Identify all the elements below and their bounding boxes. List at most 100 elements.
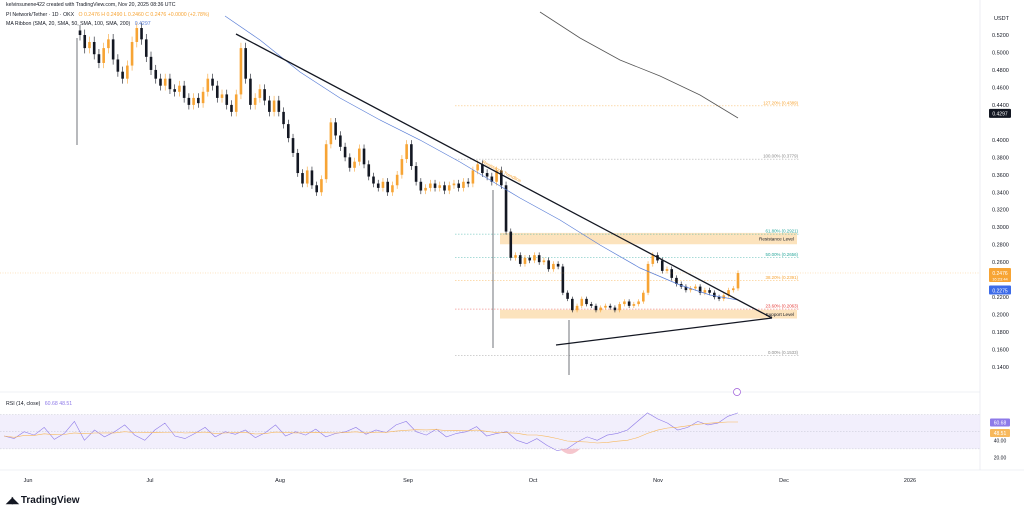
candle-body — [736, 272, 740, 289]
ma200-price-tag-bg — [989, 108, 1011, 118]
candle-body — [528, 257, 532, 261]
resistance-trendline — [235, 33, 773, 319]
candle-body — [149, 56, 153, 70]
candle-body — [731, 288, 735, 291]
candle-body — [334, 122, 337, 136]
y-tick-label: 0.4600 — [992, 85, 1009, 91]
support-trendline — [555, 317, 773, 346]
candle-body — [651, 255, 655, 264]
y-tick-label: 0.3400 — [992, 190, 1009, 196]
rsi-label[interactable]: RSI (14, close) — [6, 401, 41, 407]
candle-body — [343, 146, 347, 158]
candle-body — [713, 292, 716, 298]
y-tick-label: 0.3600 — [992, 173, 1009, 179]
candle-body — [613, 307, 617, 311]
candle-body — [168, 78, 172, 90]
candle-body — [173, 89, 176, 92]
ma50-line — [224, 15, 739, 301]
candle-body — [192, 97, 195, 105]
rsi-line: RSI (14, close) 60.68 48.51 — [6, 401, 75, 407]
candle-body — [684, 286, 688, 291]
candle-body — [225, 94, 229, 105]
y-tick-label: 0.2800 — [992, 243, 1009, 249]
symbol-text[interactable]: PI Network/Tether · 1D · OKX — [6, 12, 75, 18]
candle-body — [660, 260, 664, 271]
candle-body — [400, 159, 404, 175]
creator-line: kelvinsunene422 created with TradingView… — [6, 2, 178, 8]
candle-body — [504, 185, 508, 232]
y-tick-label: 0.1600 — [992, 348, 1009, 354]
candle-body — [537, 255, 541, 263]
candle-body — [310, 170, 314, 186]
candle-body — [514, 255, 517, 258]
ohlc-text: O 0.2476 H 0.2490 L 0.2460 C 0.2476 +0.0… — [78, 12, 210, 18]
candle-body — [646, 263, 650, 293]
indicator-text[interactable]: MA Ribbon (SMA, 20, SMA, 50, SMA, 100, S… — [6, 21, 131, 27]
candle-body — [727, 290, 730, 296]
candle-body — [286, 124, 290, 139]
candle-body — [324, 144, 328, 180]
last-price-tag-bg — [989, 267, 1011, 282]
x-tick-label: Jun — [24, 478, 33, 484]
y-tick-label: 0.2200 — [992, 295, 1009, 301]
candle-body — [395, 174, 399, 186]
candle-body — [268, 100, 271, 112]
tradingview-logo-icon: ◢◣ — [6, 495, 19, 505]
rsi-values: 60.68 48.51 — [44, 401, 73, 407]
candle-body — [698, 286, 702, 293]
candle-body — [78, 30, 82, 35]
candle-body — [201, 91, 205, 104]
candle-body — [608, 305, 612, 308]
ma-price-tag-bg — [989, 285, 1011, 295]
candle-body — [443, 185, 446, 191]
fib-level-label: 100.00% (0.3779) — [763, 154, 798, 159]
candle-body — [438, 185, 442, 188]
candle-body — [429, 183, 432, 188]
candle-body — [618, 304, 621, 311]
candle-body — [462, 181, 465, 188]
candle-body — [500, 170, 503, 186]
candle-body — [230, 104, 233, 112]
tradingview-brand[interactable]: ◢◣ TradingView — [6, 495, 80, 506]
candle-body — [632, 304, 636, 306]
candle-body — [495, 170, 498, 182]
candle-body — [206, 78, 210, 92]
support-zone-label: Support Level — [766, 312, 794, 317]
candle-body — [604, 305, 607, 308]
candle-body — [391, 185, 394, 193]
candle-body — [163, 78, 167, 86]
candle-body — [694, 286, 697, 289]
rsi-line — [3, 412, 739, 451]
candle-body — [83, 35, 87, 49]
candle-body — [599, 307, 603, 311]
rsi-tick-label: 40.00 — [994, 438, 1007, 444]
candle-body — [556, 263, 560, 267]
fib-level-label: 50.00% (0.2656) — [766, 252, 799, 257]
candle-body — [178, 85, 181, 92]
currency-label: USDT — [994, 16, 1010, 22]
brand-text: TradingView — [20, 495, 80, 506]
x-tick-label: Sep — [403, 478, 413, 484]
candle-body — [585, 298, 588, 305]
candle-body — [239, 48, 243, 95]
candle-body — [182, 85, 186, 98]
candle-body — [485, 173, 489, 177]
support-zone — [500, 309, 797, 319]
candle-body — [277, 100, 281, 112]
candle-body — [296, 152, 300, 174]
candle-body — [144, 39, 148, 57]
y-tick-label: 0.3200 — [992, 208, 1009, 214]
candle-body — [703, 290, 707, 293]
event-marker-icon — [733, 388, 741, 396]
candle-body — [466, 181, 470, 184]
y-tick-label: 0.2600 — [992, 260, 1009, 266]
candle-body — [594, 305, 598, 311]
x-tick-label: 2026 — [904, 478, 916, 484]
candle-body — [282, 111, 285, 125]
rsi-tick-label: 48.51 — [994, 431, 1007, 437]
candle-body — [126, 65, 129, 79]
candle-body — [386, 181, 389, 193]
candle-body — [102, 48, 105, 63]
creator-text: kelvinsunene422 created with TradingView… — [6, 2, 176, 8]
